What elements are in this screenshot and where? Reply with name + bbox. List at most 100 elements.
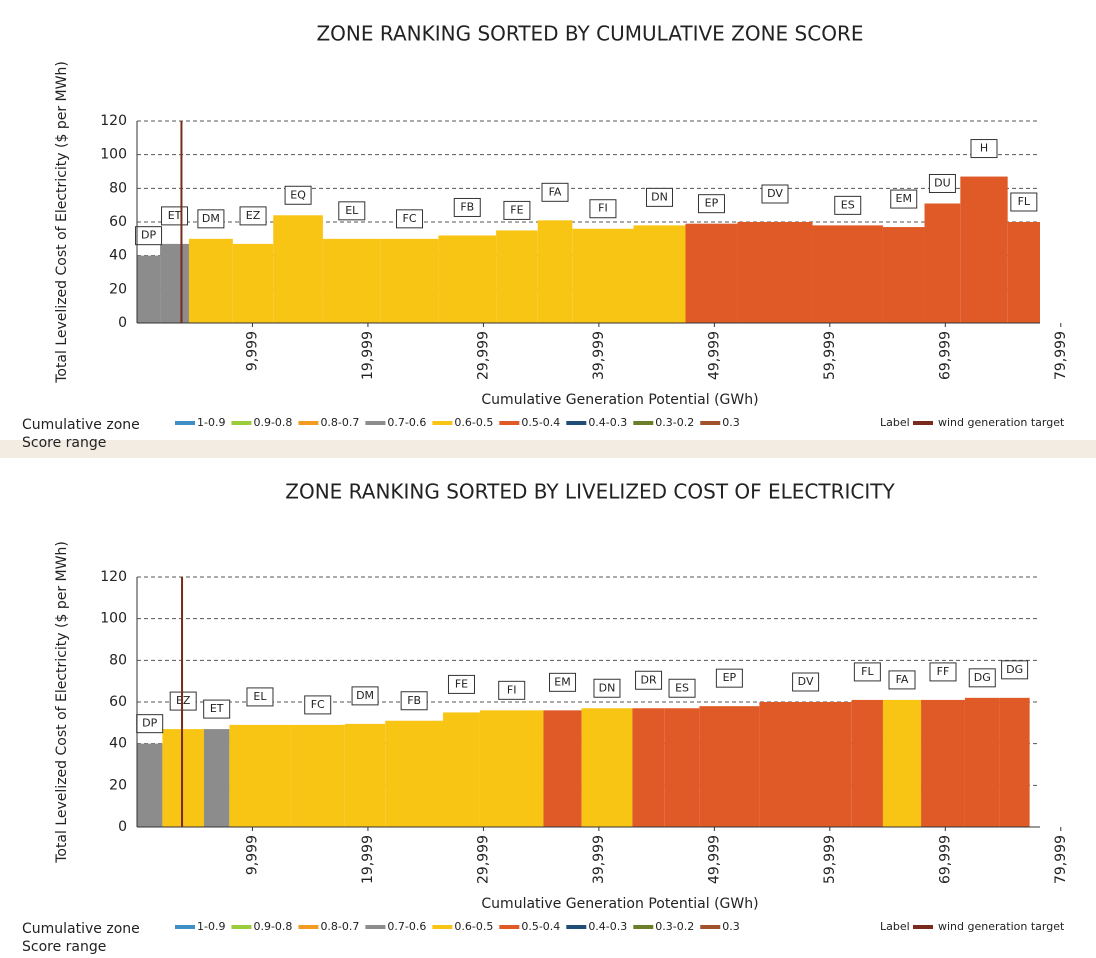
label-box xyxy=(453,197,481,217)
zone-label: DG xyxy=(974,671,991,684)
y-tick-label: 80 xyxy=(109,652,127,668)
x-tick-label: 9,999 xyxy=(244,835,260,875)
y-tick-label: 60 xyxy=(109,214,127,230)
label-box xyxy=(197,209,225,229)
zone-label: EZ xyxy=(176,694,191,707)
legend-title: Cumulative zone xyxy=(22,921,140,937)
zone-label: ET xyxy=(168,209,182,222)
x-tick-label: 69,999 xyxy=(937,331,953,380)
legend-swatch xyxy=(700,421,721,425)
label-box xyxy=(1001,660,1029,680)
label-box xyxy=(834,195,862,215)
x-tick-label: 19,999 xyxy=(360,835,376,884)
y-tick-label: 120 xyxy=(100,569,127,585)
bar xyxy=(137,743,163,827)
legend-label: 0.6-0.5 xyxy=(454,920,493,933)
bar xyxy=(290,724,345,827)
bar xyxy=(581,708,633,827)
y-tick-label: 0 xyxy=(118,819,127,835)
legend-swatch xyxy=(913,925,933,929)
label-box xyxy=(853,662,881,682)
zone-label: FL xyxy=(861,665,874,678)
label-box xyxy=(396,209,424,229)
label-box xyxy=(351,686,379,706)
bar xyxy=(229,724,291,827)
legend-label: 0.5-0.4 xyxy=(521,920,560,933)
label-box xyxy=(338,201,366,221)
chart-title: ZONE RANKING SORTED BY LIVELIZED COST OF… xyxy=(285,480,895,504)
label-box xyxy=(135,226,163,246)
legend-title: Score range xyxy=(22,435,106,451)
y-tick-label: 120 xyxy=(100,113,127,129)
bar xyxy=(924,203,961,323)
zone-label: H xyxy=(980,142,988,155)
label-box xyxy=(968,668,996,688)
bar xyxy=(322,238,381,323)
zone-label: EP xyxy=(705,197,719,210)
bar xyxy=(162,729,204,827)
x-tick-label: 29,999 xyxy=(475,835,491,884)
bar xyxy=(438,235,497,323)
x-axis-label: Cumulative Generation Potential (GWh) xyxy=(481,896,758,912)
bar xyxy=(633,225,686,323)
label-box xyxy=(246,687,274,707)
bar xyxy=(385,720,444,827)
y-tick-label: 60 xyxy=(109,694,127,710)
legend-swatch xyxy=(231,421,252,425)
legend-label: 1-0.9 xyxy=(197,416,225,429)
zone-label: DM xyxy=(202,212,220,225)
legend-label: 0.8-0.7 xyxy=(320,416,359,429)
zone-label: FA xyxy=(549,185,562,198)
legend-label: wind generation target xyxy=(938,920,1065,933)
bar xyxy=(572,228,634,323)
zone-label: DP xyxy=(142,717,157,730)
label-box xyxy=(646,187,674,207)
bar xyxy=(1007,222,1040,323)
x-tick-label: 9,999 xyxy=(244,331,260,371)
x-tick-label: 19,999 xyxy=(360,331,376,380)
zone-label: FC xyxy=(311,698,325,711)
legend-label: 0.4-0.3 xyxy=(588,416,627,429)
zone-label: EM xyxy=(554,675,570,688)
zone-label: EL xyxy=(345,204,359,217)
zone-label: FE xyxy=(455,677,468,690)
legend-label: 0.6-0.5 xyxy=(454,416,493,429)
zone-label: DR xyxy=(640,673,656,686)
legend-label: 0.8-0.7 xyxy=(320,920,359,933)
zone-label: EZ xyxy=(246,209,261,222)
legend-label: 1-0.9 xyxy=(197,920,225,933)
y-tick-label: 20 xyxy=(109,777,127,793)
bar xyxy=(812,225,883,323)
bar xyxy=(699,706,760,827)
bar xyxy=(344,723,386,827)
legend-label: 0.3 xyxy=(722,920,740,933)
bar xyxy=(496,230,538,323)
label-box xyxy=(668,678,696,698)
legend-swatch xyxy=(566,421,587,425)
bar xyxy=(964,697,1000,827)
bar xyxy=(664,708,700,827)
zone-label: EL xyxy=(253,690,267,703)
bar xyxy=(160,243,189,323)
legend-swatch xyxy=(499,925,520,929)
label-box xyxy=(498,680,526,700)
label-box xyxy=(697,194,725,214)
legend-swatch xyxy=(432,925,453,929)
y-tick-label: 100 xyxy=(100,611,127,627)
x-tick-label: 39,999 xyxy=(591,331,607,380)
label-box xyxy=(589,199,617,219)
legend-swatch xyxy=(365,421,386,425)
legend-label: 0.3 xyxy=(722,416,740,429)
label-box xyxy=(928,173,956,193)
legend-swatch xyxy=(633,925,654,929)
label-box xyxy=(239,206,267,226)
label-box xyxy=(715,668,743,688)
zone-label: EP xyxy=(723,671,737,684)
bar xyxy=(479,710,544,827)
legend-label: wind generation target xyxy=(938,416,1065,429)
legend-swatch xyxy=(365,925,386,929)
y-tick-label: 100 xyxy=(100,147,127,163)
legend-swatch xyxy=(700,925,721,929)
zone-label: FC xyxy=(403,212,417,225)
